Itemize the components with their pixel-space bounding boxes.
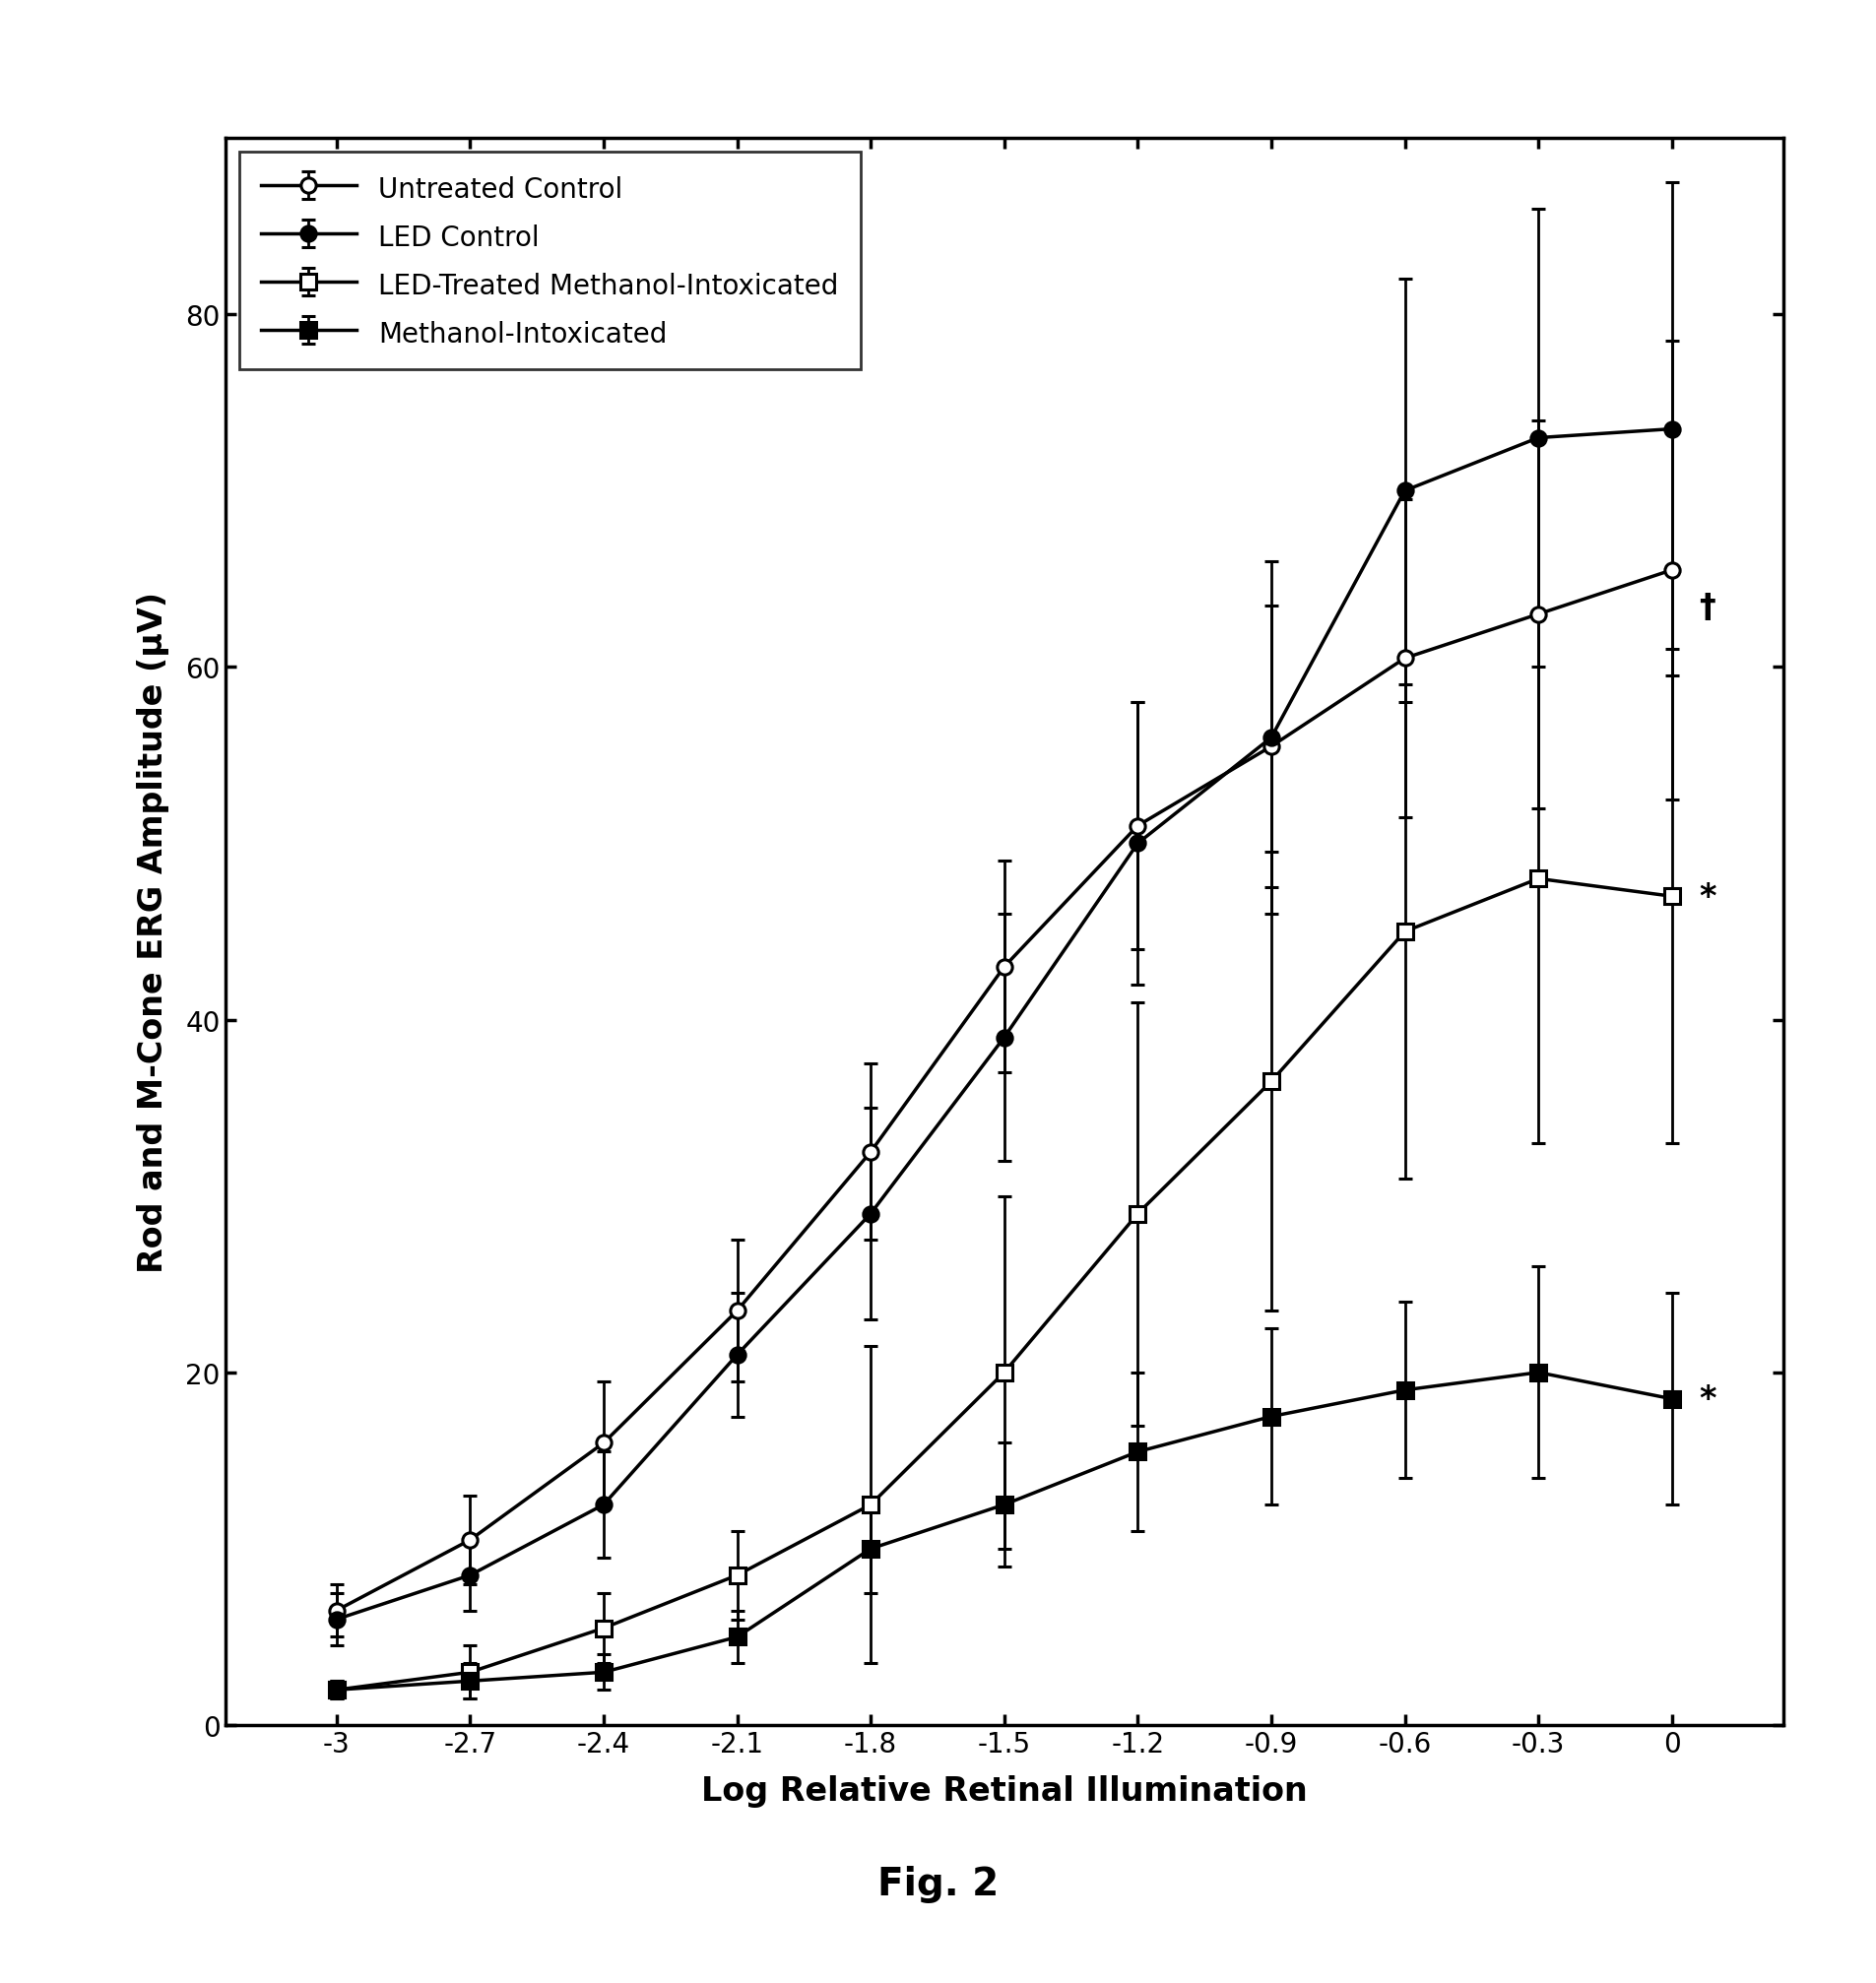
- Text: Fig. 2: Fig. 2: [878, 1866, 998, 1902]
- Text: *: *: [1698, 1382, 1715, 1416]
- Y-axis label: Rod and M-Cone ERG Amplitude (μV): Rod and M-Cone ERG Amplitude (μV): [137, 591, 169, 1273]
- X-axis label: Log Relative Retinal Illumination: Log Relative Retinal Illumination: [700, 1775, 1308, 1807]
- Text: †: †: [1698, 591, 1715, 623]
- Text: *: *: [1698, 880, 1715, 912]
- Legend: Untreated Control, LED Control, LED-Treated Methanol-Intoxicated, Methanol-Intox: Untreated Control, LED Control, LED-Trea…: [238, 153, 859, 371]
